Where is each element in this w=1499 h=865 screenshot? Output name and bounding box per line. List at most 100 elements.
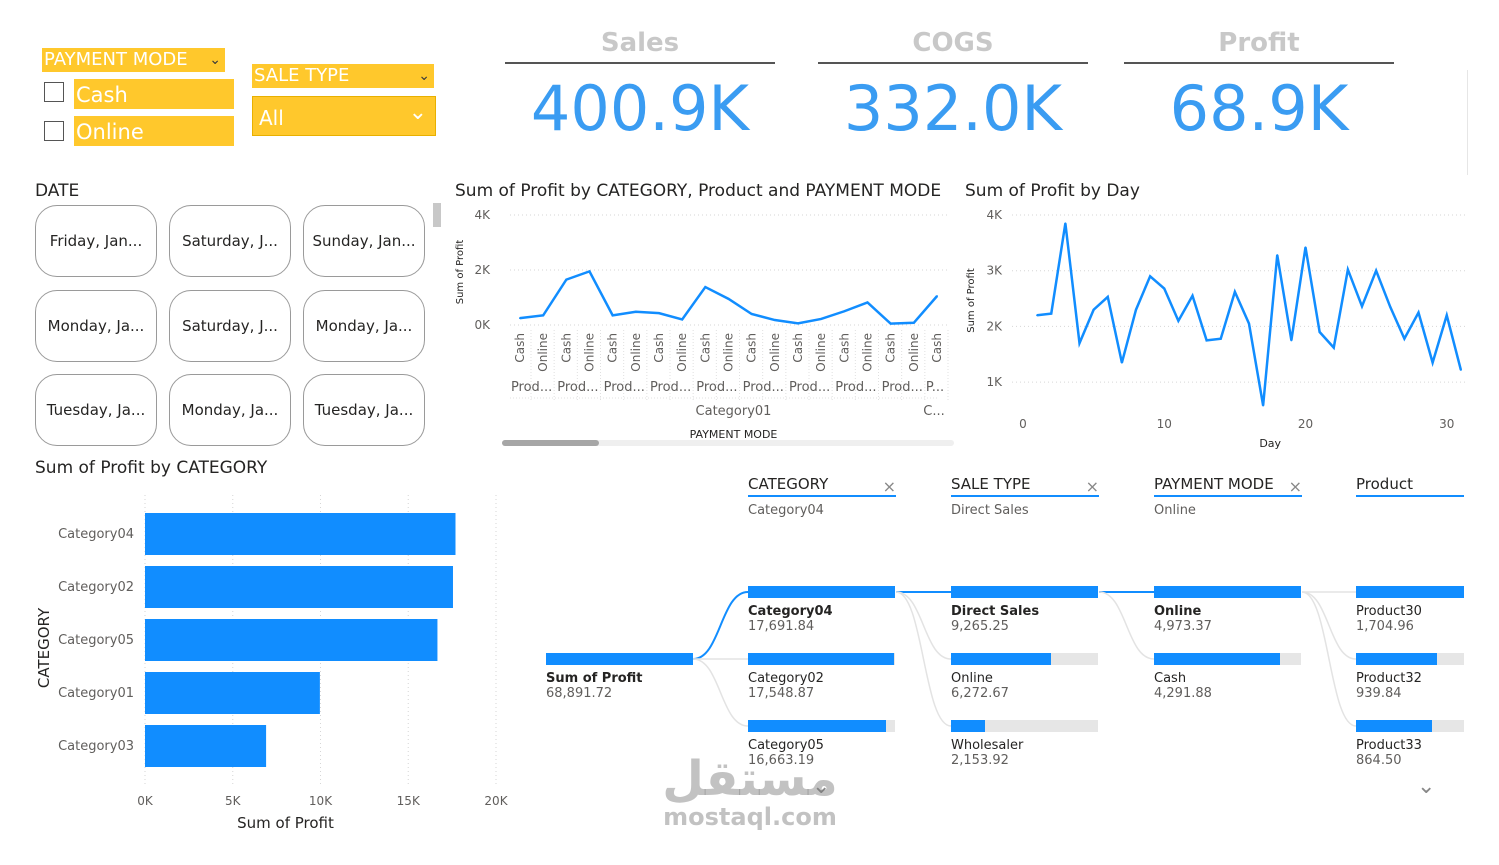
kpi-value: 68.9K xyxy=(1169,72,1349,145)
decomp-node-online-sale[interactable]: Online 6,272.67 xyxy=(951,653,1098,701)
y-tick-label: Category01 xyxy=(58,686,134,701)
decomp-bar-fill xyxy=(748,720,887,732)
product-label: Prod... xyxy=(696,380,737,395)
decomp-node-value: 4,973.37 xyxy=(1154,619,1212,634)
x-tick-label: Online xyxy=(675,333,689,372)
profit-by-category-bar-chart[interactable]: 0K 5K 10K 15K 20K Category04 Category02 Categor… xyxy=(30,485,520,840)
data-point xyxy=(519,317,521,320)
decomp-node-value: 939.84 xyxy=(1356,686,1402,701)
data-point xyxy=(773,319,776,322)
decomp-node-product32[interactable]: Product32 939.84 xyxy=(1356,653,1464,701)
decomp-bar-track xyxy=(1356,653,1464,665)
x-tick-label: Online xyxy=(814,333,828,372)
date-tile[interactable]: Sunday, Jan... xyxy=(303,205,425,277)
chevron-down-icon[interactable]: ⌄ xyxy=(1417,774,1436,799)
x-tick-label: Online xyxy=(861,333,875,372)
data-point xyxy=(1050,312,1053,315)
product-label: Prod... xyxy=(789,380,830,395)
online-checkbox[interactable] xyxy=(44,121,64,141)
data-point xyxy=(820,317,823,320)
decomp-connector xyxy=(895,591,952,660)
data-point xyxy=(588,270,591,273)
data-point xyxy=(1445,314,1448,317)
x-tick-label: Online xyxy=(583,333,597,372)
decomp-node-product33[interactable]: Product33 864.50 xyxy=(1356,720,1464,768)
y-tick-label: Category02 xyxy=(58,580,134,595)
kpi-divider xyxy=(1124,62,1394,64)
date-tile[interactable]: Tuesday, Ja... xyxy=(303,374,425,446)
y-tick-label: 4K xyxy=(986,208,1003,222)
profit-line xyxy=(1036,223,1463,406)
online-option[interactable]: Online xyxy=(74,116,234,146)
x-axis-label: Sum of Profit xyxy=(237,814,334,832)
decomp-bar-track xyxy=(1154,586,1301,598)
date-tile[interactable]: Monday, Ja... xyxy=(303,290,425,362)
chevron-down-icon[interactable]: ⌄ xyxy=(408,100,427,125)
x-tick-label: Cash xyxy=(884,333,898,363)
kpi-divider xyxy=(505,62,775,64)
x-tick-label: 10K xyxy=(309,794,333,808)
decomp-header-underline xyxy=(1356,495,1464,497)
close-icon[interactable]: × xyxy=(1288,477,1302,496)
y-tick-label: Category03 xyxy=(58,739,134,754)
data-point xyxy=(866,301,869,304)
chevron-down-icon[interactable]: ⌄ xyxy=(209,52,221,68)
data-point xyxy=(1191,294,1194,297)
chevron-down-icon[interactable]: ⌄ xyxy=(418,68,430,84)
decomp-node-name: Sum of Profit xyxy=(546,671,643,686)
decomp-node-name: Category05 xyxy=(748,738,824,753)
date-tile[interactable]: Tuesday, Ja... xyxy=(35,374,157,446)
cash-checkbox[interactable] xyxy=(44,82,64,102)
data-point xyxy=(750,313,753,315)
decomp-node-category02[interactable]: Category02 17,548.87 xyxy=(748,653,895,701)
payment-mode-slicer: PAYMENT MODE ⌄ Cash Online xyxy=(42,48,234,148)
date-tile[interactable]: Saturday, J... xyxy=(169,290,291,362)
group-label: Category01 xyxy=(696,404,772,419)
decomp-node-direct-sales[interactable]: Direct Sales 9,265.25 xyxy=(951,586,1098,634)
decomp-bar-fill xyxy=(1356,720,1432,732)
data-point xyxy=(1459,368,1462,371)
chart2-title: Sum of Profit by Day xyxy=(965,181,1140,201)
close-icon[interactable]: × xyxy=(1085,477,1099,496)
profit-by-day-chart[interactable]: 1K 2K 3K 4K 0 10 20 30 Day Sum of Profit xyxy=(960,200,1470,455)
date-tile[interactable]: Monday, Ja... xyxy=(169,374,291,446)
x-tick-label: Cash xyxy=(698,333,712,363)
decomp-bar-track xyxy=(748,586,895,598)
decomp-node-product30[interactable]: Product30 1,704.96 xyxy=(1356,586,1464,634)
decomp-bar-fill xyxy=(1356,653,1437,665)
decomp-header-sale-type: SALE TYPE × Direct Sales xyxy=(951,475,1099,518)
decomp-header-title: SALE TYPE xyxy=(951,475,1031,493)
watermark-arabic: مستقل xyxy=(662,751,838,807)
decomp-bar-track xyxy=(748,720,895,732)
decomp-node-category05[interactable]: Category05 16,663.19 xyxy=(748,720,895,768)
x-tick-label: 0K xyxy=(137,794,154,808)
cash-option[interactable]: Cash xyxy=(74,79,234,109)
data-point xyxy=(1149,275,1152,278)
decomp-node-category04[interactable]: Category04 17,691.84 xyxy=(748,586,895,634)
decomp-node-wholesaler[interactable]: Wholesaler 2,153.92 xyxy=(951,720,1098,768)
date-tile[interactable]: Friday, Jan... xyxy=(35,205,157,277)
chevron-down-icon[interactable]: ⌄ xyxy=(812,774,831,799)
category-bar xyxy=(145,725,267,767)
decomp-node-cash-payment[interactable]: Cash 4,291.88 xyxy=(1154,653,1301,701)
sale-type-slicer-header[interactable]: SALE TYPE ⌄ xyxy=(252,64,434,88)
data-point xyxy=(936,295,938,298)
date-slicer-tiles: Friday, Jan... Saturday, J... Sunday, Ja… xyxy=(35,205,430,450)
sale-type-dropdown[interactable]: All ⌄ xyxy=(252,96,436,136)
kpi-title: Profit xyxy=(1218,28,1300,58)
decomp-node-root[interactable]: Sum of Profit 68,891.72 xyxy=(546,653,693,701)
watermark-latin: mostaql.com xyxy=(663,803,837,831)
data-point xyxy=(1389,305,1392,308)
date-tile[interactable]: Monday, Ja... xyxy=(35,290,157,362)
decomposition-tree[interactable]: CATEGORY × Category04 SALE TYPE × Direct… xyxy=(540,470,1470,810)
x-tick-label: Online xyxy=(768,333,782,372)
date-tile[interactable]: Saturday, J... xyxy=(169,205,291,277)
date-slicer-scrollbar[interactable] xyxy=(433,203,441,227)
payment-mode-slicer-header[interactable]: PAYMENT MODE ⌄ xyxy=(42,48,225,72)
profit-by-category-product-chart[interactable]: 0K 2K 4K Sum of Profit Cash Online Cash Online C… xyxy=(450,200,955,450)
x-tick-label: 20 xyxy=(1298,417,1313,431)
x-tick-label: Online xyxy=(536,333,550,372)
close-icon[interactable]: × xyxy=(882,477,896,496)
sale-type-value: All xyxy=(259,106,284,130)
decomp-node-online-payment[interactable]: Online 4,973.37 xyxy=(1154,586,1301,634)
